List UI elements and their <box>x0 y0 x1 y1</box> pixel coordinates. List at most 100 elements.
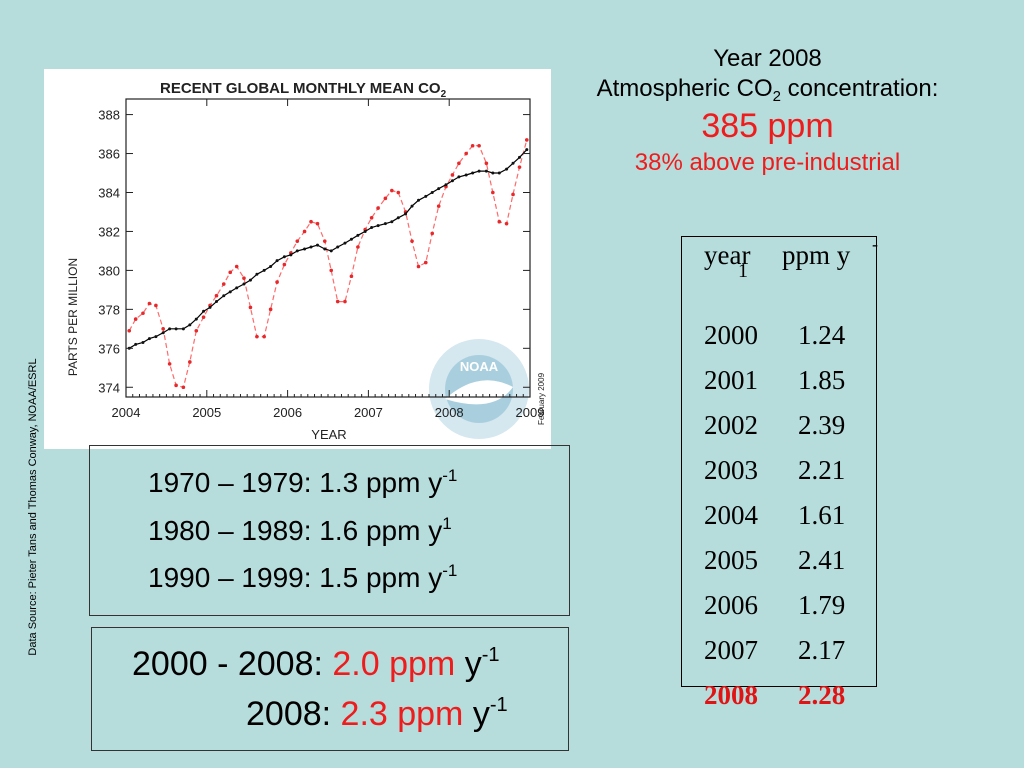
trend-point <box>424 194 428 198</box>
trend-point <box>303 247 307 251</box>
monthly-point <box>194 328 199 333</box>
headline-value: 385 ppm <box>701 107 834 145</box>
monthly-point <box>349 274 354 279</box>
decade-rate-line: 1980 – 1989: 1.6 ppm y1 <box>148 514 452 546</box>
y-tick-label: 376 <box>98 341 120 356</box>
rate-table-header: year ppm y - 1 <box>704 234 884 290</box>
trend-point <box>315 243 319 247</box>
monthly-point <box>390 188 394 193</box>
monthly-point <box>275 280 279 284</box>
trend-point <box>349 237 353 241</box>
trend-point <box>471 171 475 175</box>
decade-rate-line: 1970 – 1979: 1.3 ppm y-1 <box>148 466 458 498</box>
monthly-point <box>497 219 502 224</box>
monthly-point <box>154 303 158 308</box>
chart-title: RECENT GLOBAL MONTHLY MEAN CO2 <box>160 80 447 100</box>
monthly-point <box>430 231 435 236</box>
monthly-series-line <box>128 139 528 389</box>
trend-point <box>202 309 206 313</box>
monthly-point <box>335 299 340 304</box>
headline: Year 2008 Atmospheric CO2 concentration:… <box>545 44 990 178</box>
rate-row: 2002 2.39 <box>704 410 846 440</box>
trend-point <box>396 216 400 220</box>
monthly-point <box>141 311 145 316</box>
rate-header-year: year <box>704 240 751 270</box>
summary-line-2000-2008: 2000 - 2008: 2.0 ppm y-1 <box>132 644 500 683</box>
trend-point <box>505 167 509 171</box>
rate-row: 2006 1.79 <box>704 590 846 620</box>
monthly-point <box>383 196 388 201</box>
noaa-logo-text: NOAA <box>460 359 499 374</box>
trend-point <box>289 253 293 257</box>
monthly-point <box>181 385 186 390</box>
monthly-point <box>161 327 165 331</box>
y-tick-label: 380 <box>98 263 120 278</box>
monthly-point <box>302 229 307 234</box>
monthly-point <box>147 301 152 306</box>
trend-point <box>450 179 454 183</box>
trend-point <box>181 327 185 331</box>
y-tick-label: 382 <box>98 224 120 239</box>
monthly-point <box>484 161 489 166</box>
monthly-point <box>423 260 428 265</box>
trend-point <box>147 337 151 341</box>
trend-point <box>242 282 246 286</box>
monthly-point <box>477 143 481 148</box>
trend-point <box>464 173 468 177</box>
y-tick-label: 378 <box>98 302 120 317</box>
rate-row: 2005 2.41 <box>704 545 846 575</box>
trend-series-line <box>128 149 528 349</box>
rate-row-highlight: 2008 2.28 <box>704 680 846 710</box>
rate-header-exponent: - <box>872 234 878 254</box>
rate-row: 2007 2.17 <box>704 635 846 665</box>
trend-point <box>168 327 172 331</box>
trend-point <box>376 224 380 228</box>
trend-point <box>416 198 420 202</box>
x-tick-label: 2006 <box>273 405 302 420</box>
trend-point <box>248 278 252 282</box>
monthly-point <box>369 216 374 220</box>
monthly-point <box>410 239 414 243</box>
trend-point <box>336 245 340 249</box>
trend-point <box>282 255 286 259</box>
monthly-point <box>255 334 259 339</box>
monthly-point <box>504 221 509 226</box>
monthly-point <box>524 138 529 142</box>
monthly-point <box>295 239 300 243</box>
chart-date-stamp: February 2009 <box>537 372 546 425</box>
trend-point <box>457 175 461 179</box>
trend-point <box>497 171 501 175</box>
monthly-point <box>356 245 360 249</box>
trend-point <box>430 190 434 194</box>
trend-point <box>235 286 239 290</box>
trend-point <box>309 245 313 249</box>
monthly-point <box>457 161 461 166</box>
trend-point <box>161 331 165 335</box>
trend-point <box>134 342 138 346</box>
monthly-point <box>188 360 192 364</box>
annual-rate-table: year ppm y - 1 2000 1.24 2001 1.85 2002 2.3… <box>681 234 878 710</box>
trend-point <box>343 241 347 245</box>
rate-row: 2001 1.85 <box>704 365 846 395</box>
y-tick-label: 386 <box>98 147 120 162</box>
co2-chart-svg: RECENT GLOBAL MONTHLY MEAN CO2 NOAA Febr… <box>66 80 546 442</box>
monthly-point <box>268 307 273 312</box>
x-tick-label: 2007 <box>354 405 383 420</box>
rate-row: 2004 1.61 <box>704 500 846 530</box>
trend-point <box>356 233 360 237</box>
x-axis-label: YEAR <box>311 427 346 442</box>
x-tick-label: 2009 <box>516 405 545 420</box>
monthly-point <box>214 293 219 298</box>
trend-point <box>437 187 441 191</box>
trend-point <box>208 305 212 309</box>
monthly-point <box>517 165 522 169</box>
trend-point <box>228 290 232 294</box>
trend-point <box>410 204 414 208</box>
monthly-point <box>464 151 468 156</box>
monthly-point <box>221 282 226 286</box>
trend-point <box>174 327 178 331</box>
monthly-point <box>376 206 380 210</box>
monthly-point <box>133 317 138 321</box>
y-axis-label: PARTS PER MILLION <box>66 258 80 376</box>
y-tick-label: 388 <box>98 108 120 123</box>
